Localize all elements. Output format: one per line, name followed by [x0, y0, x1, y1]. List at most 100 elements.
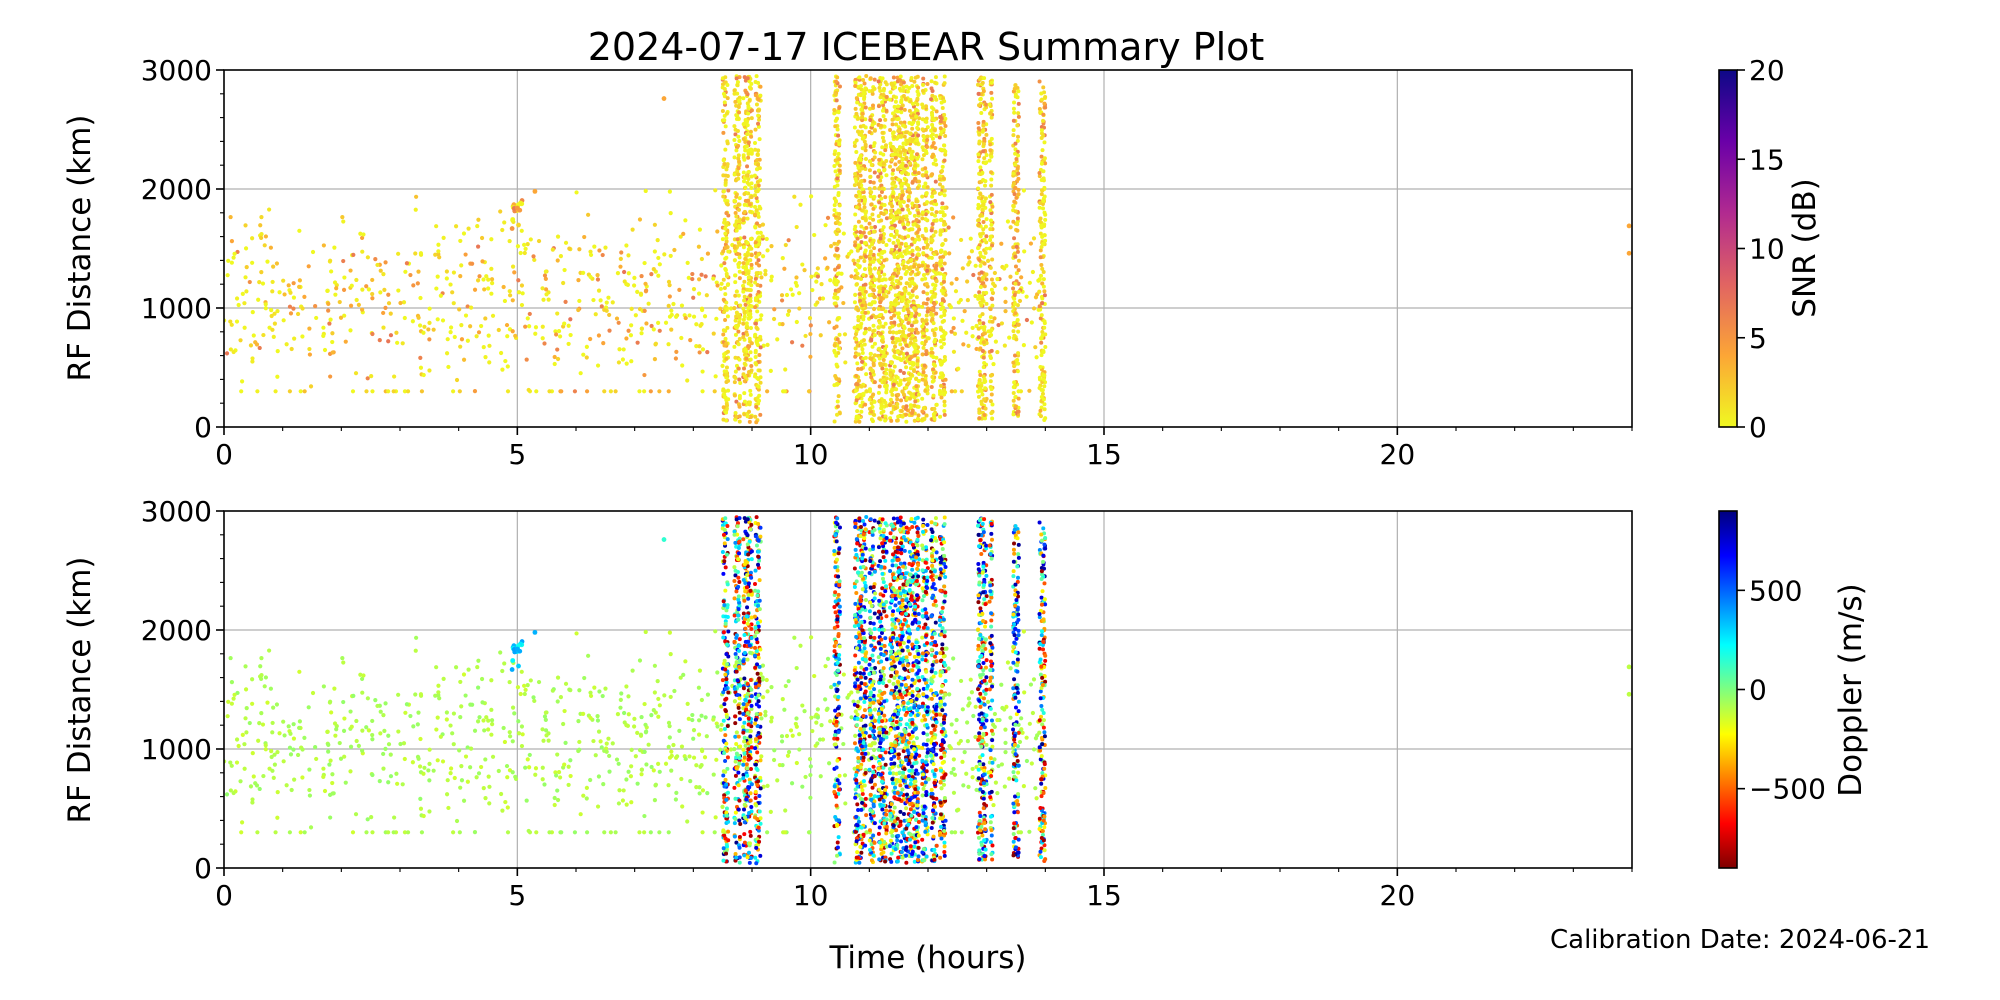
snr-band-point [899, 110, 904, 115]
snr-band-point [881, 235, 886, 240]
snr-band-point [978, 250, 983, 255]
snr-scatter-point [500, 367, 505, 372]
snr-band-point [915, 89, 920, 94]
snr-scatter-point [287, 304, 293, 309]
snr-band-point [988, 399, 993, 404]
snr-band-point [889, 315, 894, 320]
doppler-scatter-point [809, 635, 814, 640]
snr-band-point [755, 375, 760, 380]
snr-band-point [744, 266, 749, 271]
snr-band-point [901, 329, 906, 334]
snr-band-point [758, 334, 763, 339]
snr-band-point [855, 271, 860, 276]
snr-band-point [902, 152, 907, 157]
snr-scatter-point [946, 225, 951, 230]
snr-band-point [931, 282, 936, 287]
doppler-scatter-point [951, 790, 957, 795]
snr-band-point [1039, 128, 1044, 133]
snr-band-point [857, 169, 862, 174]
snr-band-point [901, 392, 906, 397]
snr-scatter-point [250, 236, 255, 241]
snr-band-point [834, 278, 839, 283]
snr-band-point [1037, 171, 1042, 176]
snr-band-point [908, 391, 913, 396]
snr-band-point [976, 202, 981, 207]
snr-band-point [754, 74, 759, 79]
snr-band-point [757, 294, 762, 299]
snr-band-point [990, 96, 995, 101]
snr-scatter-point [327, 321, 332, 326]
snr-band-point [980, 80, 985, 85]
snr-scatter-point [970, 334, 975, 339]
snr-band-point [756, 214, 761, 219]
snr-scatter-point [663, 320, 669, 325]
snr-scatter-point [378, 290, 383, 295]
snr-band-point [890, 340, 895, 345]
snr-scatter-point [666, 279, 672, 284]
doppler-scatter-point [508, 734, 513, 739]
snr-band-point [906, 234, 911, 239]
snr-band-point [749, 262, 754, 267]
snr-band-point [749, 363, 754, 368]
snr-scatter-point [637, 389, 642, 394]
snr-band-point [738, 381, 743, 386]
snr-scatter-point [1019, 275, 1024, 280]
snr-band-point [921, 290, 926, 295]
snr-band-point [737, 315, 742, 320]
snr-scatter-point [418, 365, 424, 370]
snr-band-point [741, 335, 746, 340]
snr-band-point [983, 161, 988, 166]
snr-band-point [876, 168, 881, 173]
snr-scatter-point [364, 284, 369, 289]
snr-band-point [990, 319, 995, 324]
snr-band-point [748, 388, 753, 393]
snr-scatter-point [486, 277, 491, 282]
doppler-scatter-point [759, 754, 764, 759]
snr-band-point [931, 233, 936, 238]
snr-band-point [863, 234, 868, 239]
snr-band-point [734, 414, 739, 419]
doppler-scatter-point [718, 747, 723, 752]
doppler-scatter-point [378, 731, 383, 736]
snr-band-point [725, 96, 730, 101]
snr-band-point [726, 188, 731, 193]
snr-scatter-point [243, 246, 249, 251]
snr-scatter-point [275, 308, 280, 314]
doppler-scatter-point [628, 774, 634, 779]
snr-band-point [859, 384, 864, 389]
snr-band-point [976, 152, 981, 157]
snr-band-point [1014, 337, 1019, 342]
snr-scatter-point [718, 286, 723, 291]
snr-scatter-point [959, 389, 964, 394]
snr-scatter-point [991, 361, 996, 367]
snr-band-point [870, 242, 875, 247]
snr-band-point [879, 295, 884, 300]
snr-band-point [723, 395, 728, 400]
snr-band-point [720, 237, 725, 242]
doppler-scatter-point [853, 709, 858, 714]
snr-band-point [1043, 161, 1048, 166]
doppler-scatter-point [697, 668, 703, 673]
snr-scatter-point [489, 237, 494, 242]
snr-band-point [981, 227, 986, 232]
snr-band-point [925, 185, 930, 190]
snr-band-point [756, 124, 761, 129]
snr-band-point [976, 121, 981, 126]
snr-band-point [982, 361, 987, 366]
doppler-scatter-point [626, 694, 631, 699]
snr-band-point [977, 410, 982, 415]
snr-scatter-point [1022, 249, 1027, 254]
doppler-scatter-point [718, 727, 723, 732]
snr-band-point [924, 313, 929, 318]
doppler-scatter-point [814, 720, 819, 725]
snr-band-point [741, 218, 746, 223]
snr-band-point [749, 134, 754, 139]
doppler-scatter-point [457, 748, 462, 753]
snr-band-point [855, 100, 860, 105]
snr-band-point [921, 331, 926, 336]
snr-band-point [722, 162, 727, 167]
snr-band-point [1013, 162, 1018, 167]
snr-band-point [983, 196, 988, 201]
snr-band-point [929, 228, 934, 233]
